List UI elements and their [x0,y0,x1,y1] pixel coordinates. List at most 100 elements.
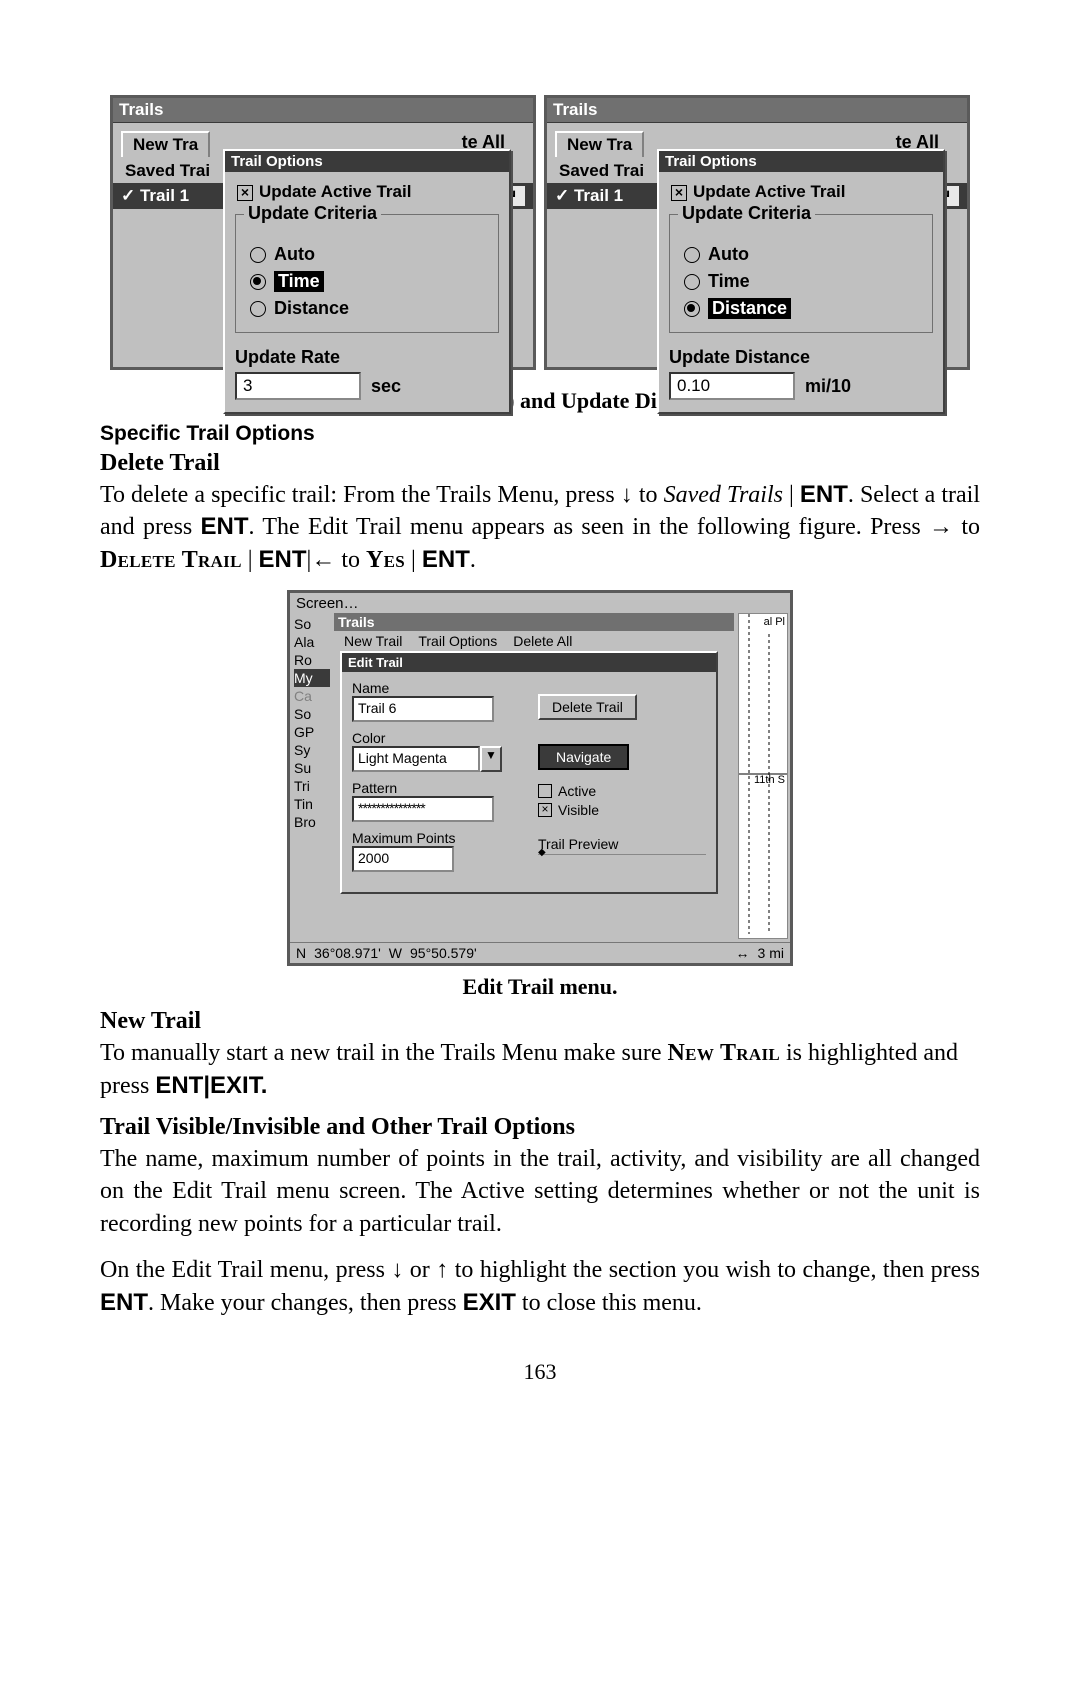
trail-options-dialog: Trail Options × Update Active Trail Updat… [223,149,511,414]
rate-label: Update Distance [669,347,933,368]
caption-2: Edit Trail menu. [100,974,980,1000]
max-points-label: Maximum Points [352,830,520,846]
max-points-input[interactable]: 2000 [352,846,454,872]
radio-icon [250,247,266,263]
radio-icon [684,274,700,290]
list-item[interactable]: Tri [294,777,330,795]
visible-checkbox[interactable]: ×Visible [538,802,706,818]
pattern-input[interactable]: *************** [352,796,494,822]
heading-new-trail: New Trail [100,1008,980,1035]
screenshots-row: Trails New Tra te All Saved Trai ✓ Trail… [100,95,980,370]
checkbox-icon: × [237,185,253,201]
group-legend: Update Criteria [678,203,815,224]
trails-window-right: Trails New Tra te All Saved Trai ✓ Trail… [544,95,970,370]
radio-icon [684,301,700,317]
radio-icon [684,247,700,263]
rate-input[interactable]: 3 [235,372,361,400]
delete-trail-button[interactable]: Delete Trail [538,694,637,720]
pattern-label: Pattern [352,780,520,796]
tab-delete-all[interactable]: Delete All [513,633,572,649]
trail-options-dialog: Trail Options × Update Active Trail Updat… [657,149,945,414]
navigate-button[interactable]: Navigate [538,744,629,770]
chevron-down-icon: ▼ [480,746,502,772]
trails-tabs: New Trail Trail Options Delete All [334,633,734,649]
list-item-selected[interactable]: My [294,669,330,687]
status-scale: 3 mi [758,945,784,961]
status-w: W [389,945,402,961]
list-item[interactable]: Ca [294,687,330,705]
tab-new-trail-partial[interactable]: New Tra [555,131,644,157]
name-label: Name [352,680,520,696]
checkbox-label: Update Active Trail [259,182,411,201]
list-item[interactable]: So [294,705,330,723]
rate-unit: sec [371,376,401,397]
status-lon: 95°50.579' [410,945,477,961]
trail-preview-label: Trail Preview [538,836,706,852]
radio-icon [250,274,266,290]
edit-trail-title: Edit Trail [342,653,716,672]
update-criteria-group: Update Criteria Auto Time Distance [669,214,933,333]
dialog-title: Trail Options [659,151,943,172]
list-item[interactable]: Ala [294,633,330,651]
status-lat: 36°08.971' [314,945,381,961]
map-strip: al Pl 11th S [738,613,788,939]
checkbox-label: Update Active Trail [693,182,845,201]
trail-item-label: ✓ Trail 1 [121,186,189,206]
heading-delete-trail: Delete Trail [100,450,980,477]
list-item[interactable]: Bro [294,813,330,831]
paragraph-trail-visible: The name, maximum number of points in th… [100,1143,980,1240]
edit-trail-dialog: Edit Trail Name Trail 6 Delete Trail [340,651,718,894]
rate-unit: mi/10 [805,376,851,397]
active-checkbox[interactable]: Active [538,783,706,799]
paragraph-edit-trail: On the Edit Trail menu, press ↓ or ↑ to … [100,1254,980,1319]
checkbox-icon: × [538,803,552,817]
list-item[interactable]: GP [294,723,330,741]
radio-icon [250,301,266,317]
edit-trail-screenshot: Screen… So Ala Ro My Ca So GP Sy Su Tri … [287,590,793,966]
edit-trail-screenshot-wrap: Screen… So Ala Ro My Ca So GP Sy Su Tri … [100,590,980,966]
radio-time[interactable]: Time [682,268,920,295]
list-item[interactable]: Su [294,759,330,777]
tab-new-trail[interactable]: New Trail [344,633,402,649]
status-bar: N 36°08.971' W 95°50.579' ↔ 3 mi [290,942,790,963]
rate-label: Update Rate [235,347,499,368]
color-label: Color [352,730,520,746]
heading-specific-trail-options: Specific Trail Options [100,422,980,446]
list-item[interactable]: Tin [294,795,330,813]
color-value: Light Magenta [352,746,480,772]
radio-auto[interactable]: Auto [682,241,920,268]
update-criteria-group: Update Criteria Auto Time Distance [235,214,499,333]
heading-trail-visible: Trail Visible/Invisible and Other Trail … [100,1114,980,1141]
dialog-title: Trail Options [225,151,509,172]
color-select[interactable]: Light Magenta ▼ [352,746,502,772]
radio-auto[interactable]: Auto [248,241,486,268]
screen-menu-label: Screen… [290,593,790,614]
radio-time[interactable]: Time [248,268,486,295]
tab-trail-options[interactable]: Trail Options [418,633,497,649]
page-number: 163 [100,1359,980,1385]
trails-window-left: Trails New Tra te All Saved Trai ✓ Trail… [110,95,536,370]
trail-item-label: ✓ Trail 1 [555,186,623,206]
checkbox-icon [538,784,552,798]
radio-distance[interactable]: Distance [682,295,920,322]
checkbox-update-active[interactable]: × Update Active Trail [235,180,499,204]
trail-preview-line [538,854,706,855]
checkbox-update-active[interactable]: × Update Active Trail [669,180,933,204]
list-item[interactable]: Ro [294,651,330,669]
radio-distance[interactable]: Distance [248,295,486,322]
tab-new-trail-partial[interactable]: New Tra [121,131,210,157]
trails-titlebar: Trails [334,613,734,631]
manual-page: Trails New Tra te All Saved Trai ✓ Trail… [0,0,1080,1445]
paragraph-new-trail: To manually start a new trail in the Tra… [100,1037,980,1102]
window-title: Trails [113,98,533,123]
group-legend: Update Criteria [244,203,381,224]
paragraph-delete-trail: To delete a specific trail: From the Tra… [100,479,980,576]
name-input[interactable]: Trail 6 [352,696,494,722]
list-item[interactable]: Sy [294,741,330,759]
window-title: Trails [547,98,967,123]
left-menu-list: So Ala Ro My Ca So GP Sy Su Tri Tin Bro [294,615,330,831]
status-n: N [296,945,306,961]
rate-input[interactable]: 0.10 [669,372,795,400]
checkbox-icon: × [671,185,687,201]
list-item[interactable]: So [294,615,330,633]
